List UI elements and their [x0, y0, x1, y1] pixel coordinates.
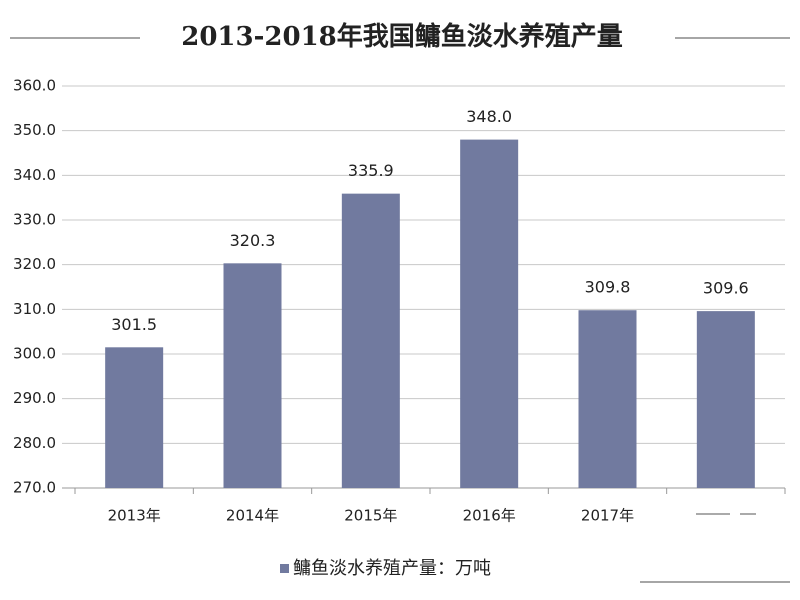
y-tick-label: 320.0	[13, 255, 56, 273]
x-tick-label: 2013年	[108, 507, 161, 525]
bar	[223, 263, 282, 488]
bar	[341, 193, 400, 488]
x-tick-label: 2016年	[463, 507, 516, 525]
value-label: 348.0	[466, 107, 512, 126]
x-tick-label: 2014年	[226, 507, 279, 525]
y-tick-label: 360.0	[13, 77, 56, 95]
value-label: 309.8	[585, 278, 631, 297]
value-label: 301.5	[111, 315, 157, 334]
value-label: 335.9	[348, 161, 394, 180]
bar	[696, 311, 755, 488]
y-tick-label: 330.0	[13, 211, 56, 229]
bar	[105, 347, 164, 488]
bar	[460, 139, 519, 488]
y-tick-label: 270.0	[13, 479, 56, 497]
y-tick-label: 290.0	[13, 389, 56, 407]
y-tick-label: 310.0	[13, 300, 56, 318]
value-label: 309.6	[703, 279, 749, 298]
y-tick-label: 340.0	[13, 166, 56, 184]
x-tick-label: 2017年	[581, 507, 634, 525]
y-tick-label: 350.0	[13, 121, 56, 139]
y-tick-label: 280.0	[13, 434, 56, 452]
bar	[578, 310, 637, 488]
x-tick-label: 2015年	[344, 507, 397, 525]
legend-swatch	[280, 564, 289, 573]
chart-title: 2013-2018年我国鳙鱼淡水养殖产量	[181, 21, 623, 52]
value-label: 320.3	[230, 231, 276, 250]
legend-label: 鳙鱼淡水养殖产量：万吨	[293, 557, 491, 579]
y-tick-label: 300.0	[13, 345, 56, 363]
